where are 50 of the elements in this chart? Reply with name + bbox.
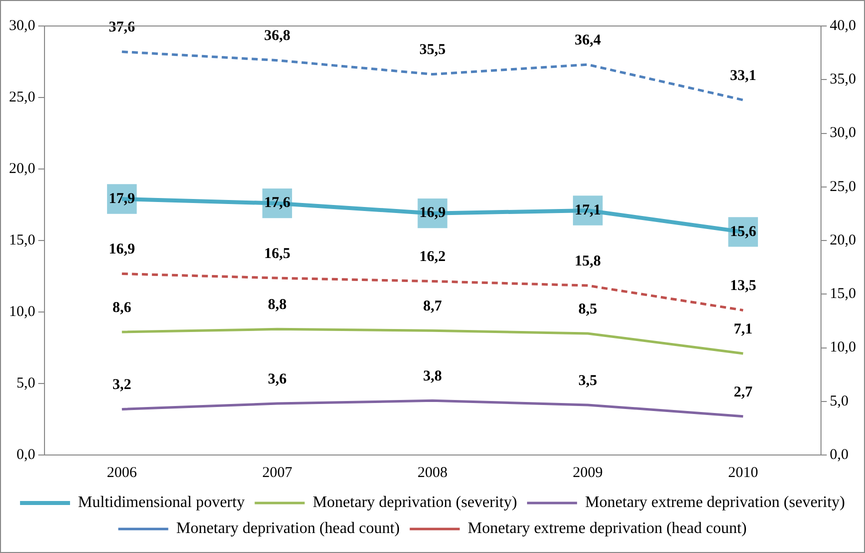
y2-tick-label: 40,0 <box>830 18 856 34</box>
data-label: 15,6 <box>730 224 757 240</box>
y2-tick-label: 30,0 <box>830 125 856 142</box>
data-label: 16,5 <box>264 246 290 262</box>
data-label: 3,8 <box>423 368 442 385</box>
y-tick-label: 15,0 <box>9 232 36 248</box>
y-tick-label: 5,0 <box>16 375 36 392</box>
data-label: 15,8 <box>574 253 601 270</box>
data-label: 13,5 <box>730 278 756 294</box>
data-label: 36,4 <box>574 32 602 48</box>
data-label: 8,5 <box>578 301 598 318</box>
x-tick-label: 2009 <box>572 464 603 481</box>
x-tick-label: 2006 <box>106 464 138 481</box>
data-label: 3,6 <box>268 371 288 388</box>
y2-tick-label: 0,0 <box>830 446 848 463</box>
data-label: 3,5 <box>578 372 598 389</box>
data-label: 33,1 <box>730 68 756 84</box>
data-label: 16,2 <box>419 249 446 266</box>
x-tick-label: 2007 <box>262 464 293 481</box>
data-label: 16,9 <box>108 242 136 258</box>
data-label: 2,7 <box>734 384 753 400</box>
data-label: 8,8 <box>268 297 287 314</box>
data-label: 3,2 <box>112 377 132 394</box>
legend-label: Monetary extreme deprivation (head count) <box>468 520 747 538</box>
y2-tick-label: 35,0 <box>830 72 856 88</box>
y-tick-label: 10,0 <box>9 304 36 320</box>
y2-tick-label: 20,0 <box>830 232 856 248</box>
x-tick-label: 2010 <box>728 464 758 481</box>
data-label: 35,5 <box>419 42 446 58</box>
x-tick-label: 2008 <box>418 464 448 481</box>
data-label: 17,1 <box>574 202 601 218</box>
data-label: 17,6 <box>264 195 291 212</box>
legend-label: Monetary deprivation (severity) <box>312 494 518 512</box>
y2-tick-label: 25,0 <box>830 178 856 195</box>
y2-tick-label: 15,0 <box>830 286 856 302</box>
y-tick-label: 25,0 <box>9 89 36 106</box>
y2-tick-label: 10,0 <box>830 340 856 356</box>
y-tick-label: 0,0 <box>16 446 36 463</box>
data-label: 8,6 <box>112 300 132 316</box>
data-label: 17,9 <box>108 190 136 207</box>
legend-label: Monetary deprivation (head count) <box>176 520 400 538</box>
data-label: 7,1 <box>734 321 752 338</box>
legend-label: Monetary extreme deprivation (severity) <box>585 494 845 512</box>
legend-label: Multidimensional poverty <box>78 494 245 512</box>
y-tick-label: 20,0 <box>9 160 36 177</box>
data-label: 16,9 <box>419 205 446 222</box>
y2-tick-label: 5,0 <box>830 393 848 410</box>
data-label: 8,7 <box>423 298 442 314</box>
data-label: 36,8 <box>264 28 290 44</box>
y-tick-label: 30,0 <box>9 18 36 34</box>
